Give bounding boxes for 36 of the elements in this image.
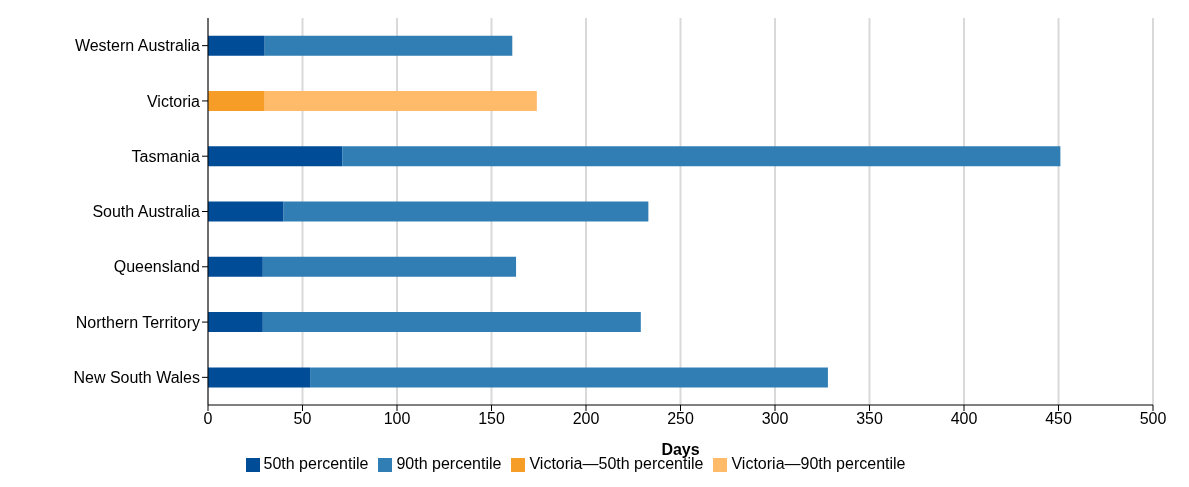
legend-label: 50th percentile: [263, 455, 369, 472]
bar: [208, 35, 265, 56]
bar: [208, 90, 265, 111]
x-tick-label: 150: [478, 410, 505, 428]
x-tick-label: 350: [856, 410, 883, 428]
bar: [262, 312, 641, 333]
bar: [283, 201, 649, 222]
y-tick-label: Victoria: [146, 92, 201, 110]
bar: [208, 256, 263, 277]
x-tick-label: 100: [383, 410, 411, 428]
bar: [264, 90, 537, 111]
bar: [264, 35, 513, 56]
bar: [208, 201, 284, 222]
x-tick-label: 400: [950, 410, 978, 428]
x-tick-label: 500: [1139, 410, 1167, 428]
bar: [310, 367, 828, 388]
legend-label: Victoria—90th percentile: [731, 455, 906, 472]
x-tick-label: 0: [203, 410, 213, 428]
bar: [208, 146, 343, 167]
y-tick-label: South Australia: [92, 203, 201, 221]
x-tick-label: 300: [761, 410, 789, 428]
x-tick-label: 200: [572, 410, 600, 428]
y-tick-label: Western Australia: [74, 37, 201, 55]
bar: [208, 312, 263, 333]
y-tick-label: Tasmania: [131, 147, 201, 165]
y-tick-label: Northern Territory: [75, 313, 200, 331]
x-tick-label: 250: [667, 410, 694, 428]
bar: [208, 367, 311, 388]
bar: [262, 256, 517, 277]
x-axis-title: Days: [661, 441, 700, 458]
bar: [342, 146, 1061, 167]
legend-label: 90th percentile: [396, 455, 502, 472]
x-tick-label: 50: [293, 410, 312, 428]
y-tick-label: New South Wales: [73, 369, 200, 387]
y-tick-label: Queensland: [113, 258, 200, 276]
x-tick-label: 450: [1045, 410, 1072, 428]
